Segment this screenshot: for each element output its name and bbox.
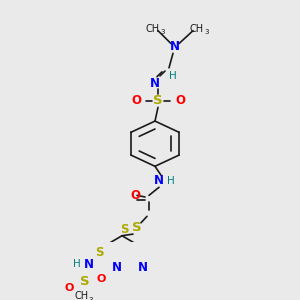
Text: S: S [120, 223, 128, 236]
Text: 3: 3 [89, 297, 93, 300]
Text: S: S [80, 275, 90, 288]
Text: S: S [132, 221, 142, 234]
Text: N: N [84, 258, 94, 271]
Text: CH: CH [190, 24, 204, 34]
Text: S: S [153, 94, 163, 107]
Text: 3: 3 [161, 29, 165, 35]
Text: N: N [138, 261, 148, 274]
Text: H: H [73, 259, 81, 269]
Text: O: O [131, 94, 141, 107]
Text: O: O [64, 284, 74, 293]
Text: 3: 3 [205, 29, 209, 35]
Text: O: O [175, 94, 185, 107]
Text: O: O [130, 189, 140, 202]
Text: O: O [96, 274, 106, 284]
Text: CH: CH [74, 291, 88, 300]
Text: N: N [112, 261, 122, 274]
Text: H: H [167, 176, 175, 186]
Text: N: N [170, 40, 180, 53]
Text: N: N [150, 77, 160, 91]
Text: CH: CH [146, 24, 160, 34]
Text: N: N [154, 174, 164, 187]
Text: H: H [169, 71, 177, 81]
Text: S: S [95, 246, 103, 259]
